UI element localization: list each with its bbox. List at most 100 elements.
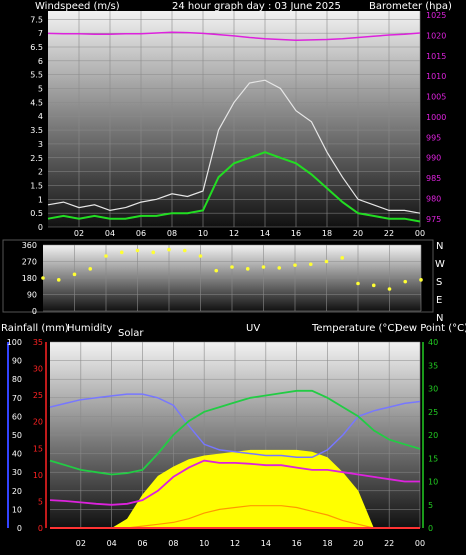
wind-direction-point [230, 265, 234, 269]
x-tick-label: 14 [260, 229, 270, 238]
humidity-tick-label: 90 [12, 357, 22, 366]
humidity-tick-label: 50 [12, 431, 22, 440]
x-tick-label: 08 [167, 229, 177, 238]
windspeed-tick-label: 7.5 [30, 15, 43, 24]
wind-direction-point [135, 248, 140, 253]
humidity-tick-label: 40 [12, 450, 22, 459]
humidity-tick-label: 20 [12, 487, 22, 496]
temperature-label: Temperature (°C) [311, 323, 398, 334]
temperature-tick-label: 0 [428, 524, 433, 533]
direction-tick-label: 360 [22, 241, 37, 250]
barometer-tick-label: 975 [426, 215, 441, 224]
solar-label: Solar [118, 328, 144, 339]
temperature-tick-label: 5 [428, 501, 433, 510]
wind-direction-point [308, 262, 313, 267]
x-tick-label: 00 [415, 229, 425, 238]
x-tick-label: 12 [229, 229, 239, 238]
wind-direction-point [419, 278, 423, 282]
windspeed-tick-label: 3 [38, 140, 43, 149]
direction-tick-label: 0 [32, 307, 37, 316]
wind-direction-point [403, 279, 408, 284]
direction-label: E [436, 295, 442, 306]
wind-direction-point [182, 248, 187, 253]
barometer-tick-label: 1000 [426, 113, 446, 122]
rain-tick-label: 0 [38, 524, 43, 533]
x-tick-label: 18 [322, 229, 332, 238]
windspeed-avg-line [47, 151, 421, 223]
humidity-tick-label: 60 [12, 412, 22, 421]
uv-label: UV [246, 323, 260, 334]
windspeed-tick-label: 1 [38, 195, 43, 204]
barometer-tick-label: 1010 [426, 72, 446, 81]
x-tick-label: 00 [415, 539, 425, 548]
wind-direction-point [371, 283, 376, 288]
windspeed-tick-label: 0.5 [30, 209, 43, 218]
windspeed-tick-label: 6.5 [30, 43, 43, 52]
temperature-line [49, 389, 421, 476]
barometer-tick-label: 985 [426, 174, 441, 183]
x-tick-label: 10 [198, 229, 208, 238]
direction-label: N [436, 313, 443, 324]
x-tick-label: 12 [230, 539, 240, 548]
windspeed-axis-title: Windspeed (m/s) [35, 1, 120, 12]
windspeed-tick-label: 4.5 [30, 98, 43, 107]
x-tick-label: 06 [136, 229, 146, 238]
x-tick-label: 20 [353, 229, 363, 238]
wind-direction-point [245, 267, 250, 271]
direction-tick-label: 270 [22, 258, 37, 267]
x-tick-label: 10 [199, 539, 209, 548]
wind-direction-point [88, 267, 93, 271]
x-tick-label: 16 [292, 539, 302, 548]
x-tick-label: 06 [137, 539, 147, 548]
wind-direction-point [56, 278, 61, 282]
windspeed-tick-label: 0 [38, 223, 43, 232]
direction-tick-label: 180 [22, 274, 37, 283]
temperature-tick-label: 10 [428, 478, 438, 487]
windspeed-tick-label: 5.5 [30, 71, 43, 80]
wind-direction-point [41, 276, 45, 280]
humidity-tick-label: 30 [12, 468, 22, 477]
temperature-tick-label: 25 [428, 408, 438, 417]
barometer-tick-label: 995 [426, 133, 441, 142]
rain-tick-label: 15 [33, 444, 43, 453]
chart-title: 24 hour graph day : 03 June 2025 [172, 1, 341, 12]
x-tick-label: 20 [353, 539, 363, 548]
barometer-tick-label: 990 [426, 154, 441, 163]
humidity-tick-label: 80 [12, 375, 22, 384]
barometer-tick-label: 1015 [426, 52, 446, 61]
rain-tick-label: 30 [33, 365, 43, 374]
wind-direction-point [261, 265, 266, 269]
barometer-axis-title: Barometer (hpa) [369, 1, 452, 12]
wind-direction-point [387, 287, 392, 291]
temperature-tick-label: 15 [428, 454, 438, 463]
rain-tick-label: 35 [33, 338, 43, 347]
x-tick-label: 22 [384, 539, 394, 548]
barometer-tick-label: 1025 [426, 11, 446, 20]
wind-direction-point [324, 259, 329, 264]
dewpoint-line [49, 459, 420, 506]
windspeed-tick-label: 4 [38, 112, 43, 121]
windspeed-tick-label: 5 [38, 85, 43, 94]
direction-label: S [436, 277, 442, 288]
x-tick-label: 22 [384, 229, 394, 238]
rainfall-label: Rainfall (mm) [1, 323, 69, 334]
wind-direction-point [104, 254, 108, 258]
wind-direction-point [198, 254, 203, 258]
x-tick-label: 04 [107, 539, 117, 548]
x-tick-label: 04 [105, 229, 115, 238]
windspeed-tick-label: 2 [38, 168, 43, 177]
wind-direction-point [356, 281, 360, 286]
x-tick-label: 02 [74, 229, 84, 238]
direction-label: N [436, 241, 443, 252]
windspeed-tick-label: 3.5 [30, 126, 43, 135]
humidity-tick-label: 0 [17, 524, 22, 533]
wind-direction-point [340, 256, 345, 260]
wind-direction-point [277, 266, 282, 270]
windspeed-tick-label: 1.5 [30, 181, 43, 190]
direction-tick-label: 90 [27, 291, 37, 300]
barometer-tick-label: 1020 [426, 31, 446, 40]
wind-direction-point [167, 247, 171, 252]
windspeed-tick-label: 7 [38, 29, 43, 38]
x-tick-label: 02 [76, 539, 86, 548]
